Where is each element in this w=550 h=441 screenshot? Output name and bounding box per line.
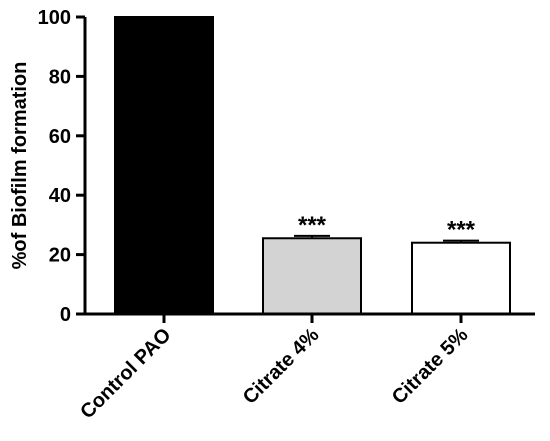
y-tick-label: 80 — [49, 66, 71, 88]
x-tick-label: Citrate 5% — [388, 324, 473, 409]
y-tick-label: 60 — [49, 126, 71, 148]
y-tick-label: 100 — [38, 7, 71, 29]
y-tick-label: 0 — [60, 304, 71, 326]
x-tick-label: Citrate 4% — [239, 324, 324, 409]
significance-label: *** — [298, 212, 327, 239]
bar-2 — [262, 237, 362, 315]
x-tick-label: Control PAO — [76, 324, 175, 423]
bar-3 — [411, 241, 511, 315]
plot-area: *** *** 0 20 40 60 80 100 Control PAO Citrate 4% C… — [38, 7, 535, 423]
y-axis-title: %of Biofilm formation — [9, 62, 31, 270]
y-tick-label: 20 — [49, 245, 71, 267]
bar-1 — [114, 16, 214, 315]
y-tick-label: 40 — [49, 185, 71, 207]
significance-label: *** — [447, 217, 476, 244]
